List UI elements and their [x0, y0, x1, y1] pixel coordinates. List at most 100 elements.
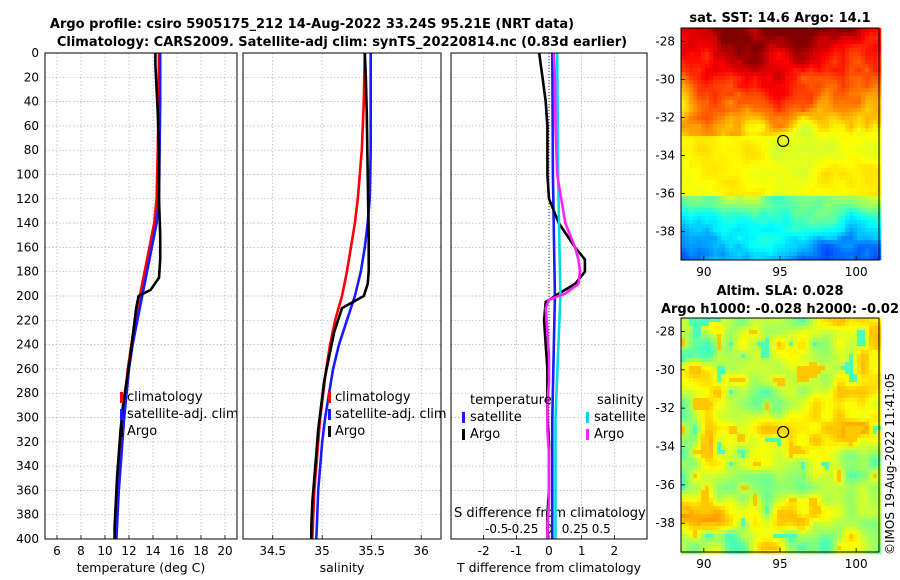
map-cell: [749, 148, 754, 153]
map-cell: [725, 248, 730, 253]
map-cell: [697, 216, 702, 221]
map-cell: [853, 48, 858, 53]
map-cell: [865, 370, 870, 375]
map-cell: [773, 426, 778, 431]
map-cell: [853, 394, 858, 399]
map-cell: [721, 172, 726, 177]
map-cell: [861, 172, 866, 177]
map-cell: [737, 244, 742, 249]
map-cell: [681, 160, 686, 165]
map-cell: [873, 394, 878, 399]
map-cell: [809, 208, 814, 213]
map-cell: [845, 176, 850, 181]
map-cell: [769, 216, 774, 221]
map-cell: [693, 406, 698, 411]
map-cell: [685, 72, 690, 77]
map-cell: [817, 386, 822, 391]
map-cell: [761, 256, 766, 261]
map-cell: [773, 430, 778, 435]
map-cell: [817, 390, 822, 395]
map-cell: [761, 240, 766, 245]
map-cell: [801, 100, 806, 105]
map-cell: [729, 68, 734, 73]
map-cell: [833, 338, 838, 343]
map-cell: [745, 28, 750, 33]
map-cell: [757, 458, 762, 463]
map-cell: [717, 92, 722, 97]
map-cell: [761, 386, 766, 391]
plot-frame: [242, 52, 442, 540]
map-cell: [713, 256, 718, 261]
map-cell: [849, 60, 854, 65]
map-cell: [729, 56, 734, 61]
map-cell: [733, 220, 738, 225]
map-cell: [701, 56, 706, 61]
map-cell: [825, 236, 830, 241]
map-cell: [873, 454, 878, 459]
map-cell: [777, 418, 782, 423]
map-cell: [793, 354, 798, 359]
map-cell: [681, 52, 686, 57]
map-cell: [833, 378, 838, 383]
map-cell: [849, 132, 854, 137]
map-cell: [785, 462, 790, 467]
map-cell: [741, 192, 746, 197]
map-cell: [805, 148, 810, 153]
map-cell: [825, 346, 830, 351]
map-cell: [741, 330, 746, 335]
map-cell: [785, 172, 790, 177]
map-cell: [773, 378, 778, 383]
map-cell: [853, 414, 858, 419]
map-cell: [805, 240, 810, 245]
map-cell: [709, 184, 714, 189]
map-cell: [733, 240, 738, 245]
map-cell: [709, 156, 714, 161]
map-cell: [765, 354, 770, 359]
map-cell: [837, 216, 842, 221]
map-cell: [705, 124, 710, 129]
map-cell: [717, 442, 722, 447]
map-cell: [701, 60, 706, 65]
x-tick-label: -1: [510, 544, 522, 558]
map-cell: [873, 36, 878, 41]
map-cell: [841, 168, 846, 173]
map-cell: [873, 232, 878, 237]
map-cell: [745, 252, 750, 257]
map-cell: [857, 36, 862, 41]
map-cell: [733, 96, 738, 101]
map-cell: [761, 438, 766, 443]
map-cell: [733, 128, 738, 133]
map-cell: [741, 140, 746, 145]
map-cell: [745, 386, 750, 391]
map-cell: [789, 40, 794, 45]
map-cell: [813, 144, 818, 149]
map-cell: [777, 430, 782, 435]
map-cell: [761, 72, 766, 77]
map-cell: [861, 48, 866, 53]
map-cell: [785, 248, 790, 253]
map-cell: [781, 84, 786, 89]
map-cell: [701, 450, 706, 455]
legend-label: Argo: [470, 427, 500, 442]
map-cell: [861, 248, 866, 253]
map-cell: [853, 96, 858, 101]
map-cell: [729, 370, 734, 375]
map-cell: [789, 462, 794, 467]
map-cell: [697, 144, 702, 149]
map-cell: [837, 72, 842, 77]
map-cell: [717, 386, 722, 391]
map-cell: [825, 160, 830, 165]
map-cell: [741, 256, 746, 261]
map-cell: [685, 370, 690, 375]
map-cell: [693, 212, 698, 217]
map-cell: [709, 350, 714, 355]
map-cell: [745, 346, 750, 351]
map-cell: [833, 454, 838, 459]
map-cell: [685, 326, 690, 331]
map-cell: [781, 426, 786, 431]
map-cell: [721, 112, 726, 117]
map-cell: [869, 334, 874, 339]
map-cell: [709, 52, 714, 57]
map-cell: [685, 68, 690, 73]
map-cell: [849, 84, 854, 89]
